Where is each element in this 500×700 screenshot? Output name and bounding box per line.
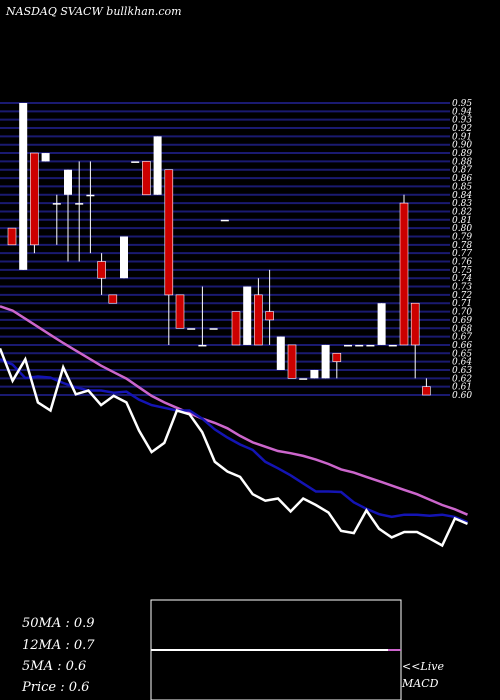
candle-down [142,161,151,196]
price-scale-label: 0.88 [452,157,472,167]
price-scale-label: 0.75 [452,266,472,276]
price-scale-label: 0.84 [452,191,472,201]
price-scale-label: 0.82 [452,207,472,217]
candle-down [410,302,420,346]
price-scale-labels: 0.950.940.930.920.910.900.890.880.870.86… [452,99,472,401]
price-scale-label: 0.89 [452,149,472,159]
price-scale-label: 0.73 [452,283,472,293]
price-scale-label: 0.79 [452,232,472,242]
price-scale-label: 0.67 [452,333,472,343]
price-scale-label: 0.86 [452,174,472,184]
ma12-label: 12MA : 0.7 [22,638,95,653]
candle-down [30,152,39,246]
ma-long-line [0,305,468,516]
price-gridlines [0,102,450,396]
price-scale-label: 0.62 [452,374,472,384]
price-scale-label: 0.92 [452,124,472,134]
candle-up [19,103,28,270]
price-scale-label: 0.65 [452,349,472,359]
price-scale-label: 0.87 [452,166,472,176]
candle-up [321,344,330,379]
candle-up [310,369,319,379]
candle-up [276,336,285,370]
candle-up [355,344,364,347]
macd-panel [150,599,402,700]
price-scale-label: 0.83 [452,199,472,209]
price-scale-label: 0.60 [452,391,472,401]
ma50-label: 50MA : 0.9 [22,616,95,631]
price-scale-label: 0.94 [452,107,472,117]
candle-down [399,202,409,346]
price-scale-label: 0.77 [452,249,472,259]
candle-down [265,311,274,321]
price-scale-label: 0.72 [452,291,472,301]
price-scale-label: 0.78 [452,241,472,251]
price-scale-label: 0.95 [452,99,472,109]
candle-up [86,194,95,197]
candle-down [97,261,106,279]
price-scale-label: 0.90 [452,141,472,151]
candle-down [287,344,297,379]
macd-label: MACD [402,677,439,690]
candle-down [108,294,118,304]
candle-up [131,161,140,163]
candle-up [187,328,196,330]
candle-down [231,311,241,346]
candle-up [64,169,72,195]
candle-up [198,344,207,347]
price-scale-label: 0.68 [452,324,472,334]
candle-up [243,286,252,345]
candle-up [220,219,229,222]
price-scale-label: 0.61 [452,383,472,393]
candle-up [41,153,50,162]
price-scale-label: 0.71 [452,299,472,309]
moving-average-lines [0,305,468,548]
candle-down [422,386,431,396]
price-scale-label: 0.69 [452,316,472,326]
ma5-label: 5MA : 0.6 [22,659,87,674]
candle-up [388,344,397,347]
candle-down [254,294,263,346]
price-scale-label: 0.93 [452,116,472,126]
chart-header: NASDAQ SVACW bullkhan.com [6,5,182,18]
price-scale-label: 0.85 [452,182,472,192]
candle-up [344,344,352,347]
candle-up [299,378,308,380]
candlesticks [7,103,431,396]
candle-down [164,169,174,296]
candle-up [75,203,84,205]
price-scale-label: 0.74 [452,274,472,284]
candle-up [120,236,128,279]
price-scale-label: 0.70 [452,308,472,318]
price-scale-label: 0.91 [452,132,472,142]
candle-down [7,227,17,246]
price-scale-label: 0.63 [452,366,472,376]
candle-up [366,344,375,347]
candle-up [209,328,218,330]
price-label: Price : 0.6 [22,680,90,695]
candle-up [52,203,61,205]
live-label: <<Live [402,660,444,673]
ma-short-line [0,347,468,548]
price-scale-label: 0.81 [452,216,472,226]
candle-up [377,303,386,345]
candle-down [332,352,342,362]
price-scale-label: 0.76 [452,258,472,268]
price-scale-label: 0.80 [452,224,472,234]
candle-up [153,136,162,195]
candle-down [175,294,185,329]
price-scale-label: 0.64 [452,358,472,368]
ma-mid-line [0,358,468,524]
price-scale-label: 0.66 [452,341,472,351]
